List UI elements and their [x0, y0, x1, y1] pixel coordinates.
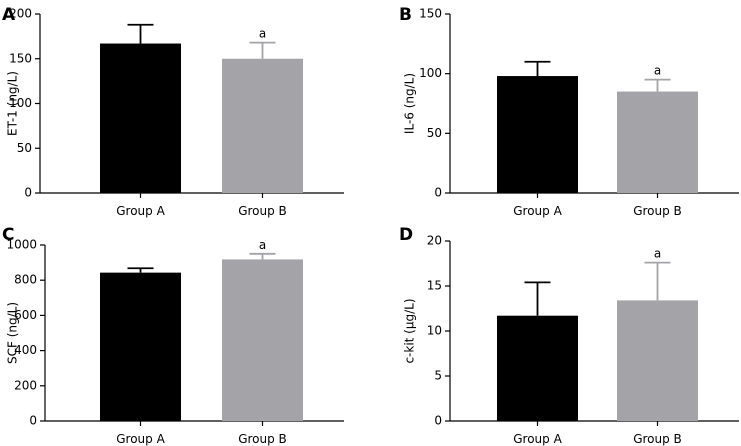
- panel-b: B IL-6 (ng/L) 0 50 100 150 Group A Group B a: [399, 5, 739, 218]
- y-tick-label: 10: [427, 324, 442, 338]
- x-tick-label: Group A: [116, 204, 165, 218]
- panel-c: C SCF (ng/L) 0 200 400 600 800 1000 Group A Group…: [2, 225, 344, 446]
- bar-group-a: [497, 76, 578, 193]
- x-tick-label: Group B: [633, 432, 682, 446]
- bar-group-b: [617, 300, 698, 421]
- y-tick-label: 5: [434, 369, 442, 383]
- x-tick-label: Group A: [513, 432, 562, 446]
- y-axis-label: SCF (ng/L): [6, 302, 20, 364]
- y-tick-label: 50: [427, 126, 442, 140]
- bar-group-a: [100, 272, 181, 421]
- y-axis-label: c-kit (μg/L): [403, 298, 417, 363]
- x-tick-label: Group A: [116, 432, 165, 446]
- y-tick-label: 600: [14, 308, 37, 322]
- y-tick-label: 0: [24, 186, 32, 200]
- significance-label: a: [259, 27, 266, 41]
- bar-group-a: [497, 315, 578, 421]
- bar-group-b: [222, 259, 303, 421]
- y-tick-label: 50: [17, 141, 32, 155]
- bar-group-b: [222, 58, 303, 193]
- x-tick-label: Group B: [238, 204, 287, 218]
- y-axis-label: ET-1 (ng/L): [6, 71, 20, 136]
- y-tick-label: 200: [14, 378, 37, 392]
- y-tick-label: 20: [427, 234, 442, 248]
- y-tick-label: 400: [14, 343, 37, 357]
- significance-label: a: [259, 238, 266, 252]
- panel-label: C: [2, 225, 14, 245]
- y-tick-label: 0: [434, 186, 442, 200]
- bar-group-b: [617, 91, 698, 193]
- significance-label: a: [654, 247, 661, 261]
- x-tick-label: Group A: [513, 204, 562, 218]
- panel-label: A: [2, 5, 16, 25]
- panel-a: A ET-1 (ng/L) 0 50 100 150 200 Group A Group B a: [2, 5, 344, 218]
- y-tick-label: 0: [434, 414, 442, 428]
- y-tick-label: 1000: [6, 238, 37, 252]
- y-tick-label: 200: [9, 7, 32, 21]
- panel-label: B: [399, 5, 412, 25]
- y-tick-label: 150: [419, 7, 442, 21]
- y-tick-label: 100: [419, 66, 442, 80]
- y-tick-label: 0: [29, 414, 37, 428]
- y-axis-label: IL-6 (ng/L): [403, 73, 417, 134]
- y-tick-label: 15: [427, 279, 442, 293]
- panel-label: D: [399, 225, 413, 245]
- y-tick-label: 150: [9, 51, 32, 65]
- x-tick-label: Group B: [633, 204, 682, 218]
- panel-d: Dc-kit (μg/L) 0 5 10 15 20 Group A Group B a: [399, 225, 739, 446]
- significance-label: a: [654, 64, 661, 78]
- y-tick-label: 800: [14, 273, 37, 287]
- bar-group-a: [100, 43, 181, 193]
- y-tick-label: 100: [9, 96, 32, 110]
- x-tick-label: Group B: [238, 432, 287, 446]
